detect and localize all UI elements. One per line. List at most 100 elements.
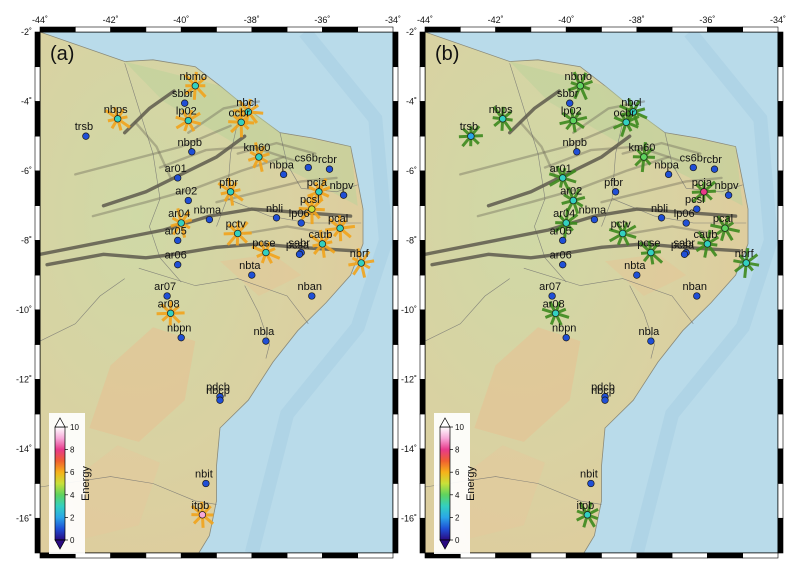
station-label: nbpv (715, 180, 739, 192)
station-ar05[interactable] (174, 236, 182, 245)
station-label: nbta (239, 260, 261, 272)
station-rcbr[interactable] (710, 165, 719, 173)
station-nbla[interactable] (647, 337, 655, 345)
state-border (611, 198, 747, 224)
station-pfbr[interactable] (611, 188, 620, 196)
station-label: nbmo (180, 71, 208, 83)
station-ar01[interactable] (174, 174, 182, 182)
station-ar04[interactable] (177, 219, 185, 227)
station-nbpb[interactable] (188, 148, 196, 156)
station-nban[interactable] (308, 292, 316, 300)
station-nbpa[interactable] (279, 170, 288, 179)
station-ar06[interactable] (174, 261, 182, 269)
lat-tick-label: -10˚ (16, 305, 32, 315)
station-nbta[interactable] (248, 271, 256, 279)
station-pfbr[interactable] (226, 188, 235, 196)
station-pcsa[interactable] (295, 250, 304, 258)
station-nbma[interactable] (590, 215, 599, 224)
station-nbpv[interactable] (339, 191, 348, 199)
station-ar06[interactable] (559, 261, 567, 269)
station-nbit[interactable] (202, 479, 210, 488)
station-sbbr[interactable] (566, 99, 574, 107)
station-ar01[interactable] (559, 174, 567, 182)
panel-label: (a) (50, 43, 74, 65)
station-trsb[interactable] (467, 132, 475, 140)
station-nbps[interactable] (499, 115, 507, 123)
station-label: pcsl (300, 194, 320, 206)
station-lp06[interactable] (682, 219, 690, 227)
station-ocbr[interactable] (237, 118, 245, 126)
station-pcja[interactable] (315, 188, 323, 196)
station-label: nbma (194, 205, 222, 217)
station-ocbr[interactable] (622, 118, 630, 126)
station-nbli[interactable] (272, 214, 281, 222)
station-ar05[interactable] (559, 236, 567, 245)
colorbar: 10 8 6 4 2 0 Energy (434, 413, 477, 554)
station-nbpa[interactable] (664, 170, 673, 179)
station-nbit[interactable] (587, 479, 595, 488)
station-ar08[interactable] (166, 309, 175, 317)
station-nbpb[interactable] (573, 148, 581, 156)
station-caub[interactable] (703, 240, 712, 248)
station-pcsa[interactable] (680, 250, 689, 258)
station-ar02[interactable] (184, 196, 192, 205)
station-nbta[interactable] (633, 271, 641, 279)
station-nbps[interactable] (114, 115, 122, 123)
station-itpb[interactable] (583, 511, 592, 519)
station-sbbr[interactable] (181, 99, 189, 107)
station-nbrf[interactable] (742, 259, 750, 267)
station-nbli[interactable] (657, 214, 666, 222)
colorbar-tick-label: 10 (455, 423, 464, 432)
station-nbcp[interactable] (216, 396, 224, 404)
station-cs6b[interactable] (689, 163, 697, 172)
station-caub[interactable] (318, 240, 327, 248)
station-cs6b[interactable] (304, 163, 312, 172)
station-itpb[interactable] (198, 511, 207, 519)
station-pcal[interactable] (336, 224, 344, 232)
station-ar08[interactable] (551, 309, 560, 317)
lineament (476, 155, 670, 218)
station-nbmo[interactable] (576, 82, 584, 90)
station-pcsl[interactable] (308, 205, 316, 213)
station-nbrf[interactable] (357, 259, 365, 267)
station-nbmo[interactable] (191, 82, 199, 90)
station-ar02[interactable] (569, 196, 577, 205)
station-pcsl[interactable] (693, 205, 701, 213)
station-nban[interactable] (693, 292, 701, 300)
station-rcbr[interactable] (325, 165, 334, 173)
station-label: nbps (104, 104, 128, 116)
station-label: pdcb (206, 382, 230, 394)
station-pctv[interactable] (619, 229, 627, 238)
station-nbla[interactable] (262, 337, 270, 345)
state-border (244, 285, 270, 359)
station-ar07[interactable] (163, 292, 171, 300)
station-nbcl[interactable] (629, 108, 637, 116)
station-label: pctv (611, 219, 632, 231)
station-nbma[interactable] (205, 215, 214, 224)
lon-tick-label: -34˚ (385, 15, 401, 25)
station-lp02[interactable] (569, 116, 577, 125)
station-label: ar05 (165, 225, 187, 237)
station-trsb[interactable] (82, 132, 90, 140)
station-nbpv[interactable] (724, 191, 733, 199)
station-ar07[interactable] (548, 292, 556, 300)
station-pcal[interactable] (721, 224, 729, 232)
lat-tick-label: -16˚ (16, 513, 32, 523)
station-pctv[interactable] (234, 229, 242, 238)
station-km60[interactable] (255, 153, 263, 161)
station-pcse[interactable] (262, 248, 270, 257)
station-lp02[interactable] (184, 116, 192, 125)
lat-tick-label: -14˚ (401, 444, 417, 454)
station-nbpn[interactable] (562, 334, 570, 342)
station-lp06[interactable] (297, 219, 305, 227)
station-nbpn[interactable] (177, 334, 185, 342)
state-border (425, 278, 510, 342)
station-pcse[interactable] (647, 248, 655, 257)
station-label: ar04 (553, 208, 575, 220)
station-ar04[interactable] (562, 219, 570, 227)
station-nbcp[interactable] (601, 396, 609, 404)
station-pcja[interactable] (700, 188, 708, 196)
station-nbcl[interactable] (244, 108, 252, 116)
station-km60[interactable] (640, 153, 648, 161)
